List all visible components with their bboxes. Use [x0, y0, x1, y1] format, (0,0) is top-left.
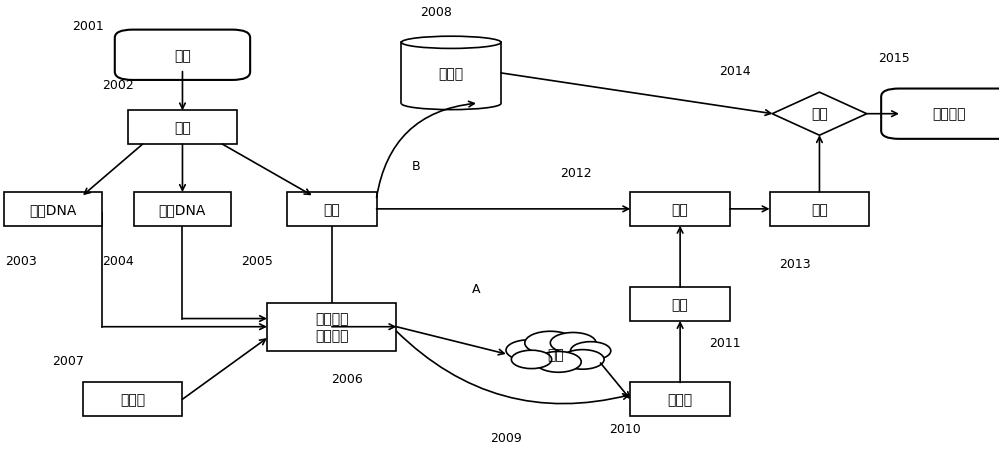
- Circle shape: [506, 340, 552, 361]
- Text: 合成: 合成: [174, 121, 191, 135]
- Text: 溯源结论: 溯源结论: [932, 107, 966, 121]
- Circle shape: [525, 332, 576, 355]
- Text: 引物: 引物: [323, 202, 340, 217]
- Circle shape: [570, 342, 611, 360]
- Text: 2010: 2010: [609, 422, 641, 435]
- Bar: [401, 43, 501, 104]
- Text: 2004: 2004: [102, 255, 134, 268]
- Polygon shape: [772, 93, 867, 136]
- Text: 比对: 比对: [811, 107, 828, 121]
- Text: 2007: 2007: [52, 354, 84, 367]
- Text: 2001: 2001: [72, 20, 104, 33]
- FancyBboxPatch shape: [134, 192, 231, 227]
- Text: 干扰DNA: 干扰DNA: [159, 202, 206, 217]
- Text: 瓶装酒: 瓶装酒: [668, 392, 693, 406]
- FancyBboxPatch shape: [630, 192, 730, 227]
- Circle shape: [536, 352, 581, 373]
- Circle shape: [561, 350, 604, 369]
- Text: 取样: 取样: [672, 298, 688, 311]
- Text: 2009: 2009: [490, 431, 522, 444]
- FancyBboxPatch shape: [267, 303, 396, 351]
- Text: 2006: 2006: [331, 373, 363, 385]
- Text: 设计: 设计: [174, 49, 191, 63]
- Text: 2008: 2008: [420, 6, 452, 19]
- Ellipse shape: [401, 37, 501, 49]
- FancyBboxPatch shape: [4, 192, 102, 227]
- Text: 2015: 2015: [878, 51, 910, 65]
- Text: 2005: 2005: [241, 255, 273, 268]
- FancyBboxPatch shape: [128, 111, 237, 145]
- FancyBboxPatch shape: [630, 382, 730, 416]
- FancyBboxPatch shape: [881, 89, 1000, 140]
- FancyBboxPatch shape: [630, 288, 730, 321]
- Text: 2011: 2011: [709, 336, 741, 349]
- Text: B: B: [412, 160, 421, 173]
- Text: 添加分装
添加包装: 添加分装 添加包装: [315, 312, 349, 342]
- Text: 2003: 2003: [5, 255, 37, 268]
- Text: 市场: 市场: [547, 347, 564, 361]
- Text: 测序: 测序: [811, 202, 828, 217]
- Circle shape: [511, 350, 552, 369]
- FancyBboxPatch shape: [287, 192, 377, 227]
- Text: 数据库: 数据库: [439, 67, 464, 81]
- Circle shape: [550, 333, 596, 354]
- Text: 特定DNA: 特定DNA: [29, 202, 77, 217]
- Text: A: A: [472, 282, 480, 295]
- Text: 2014: 2014: [719, 65, 751, 78]
- Text: 2012: 2012: [560, 167, 591, 180]
- FancyBboxPatch shape: [770, 192, 869, 227]
- Text: 成品酒: 成品酒: [120, 392, 145, 406]
- Text: 扩增: 扩增: [672, 202, 688, 217]
- Text: 2013: 2013: [779, 257, 810, 270]
- FancyBboxPatch shape: [115, 30, 250, 81]
- Text: 2002: 2002: [102, 79, 134, 91]
- FancyBboxPatch shape: [83, 382, 182, 416]
